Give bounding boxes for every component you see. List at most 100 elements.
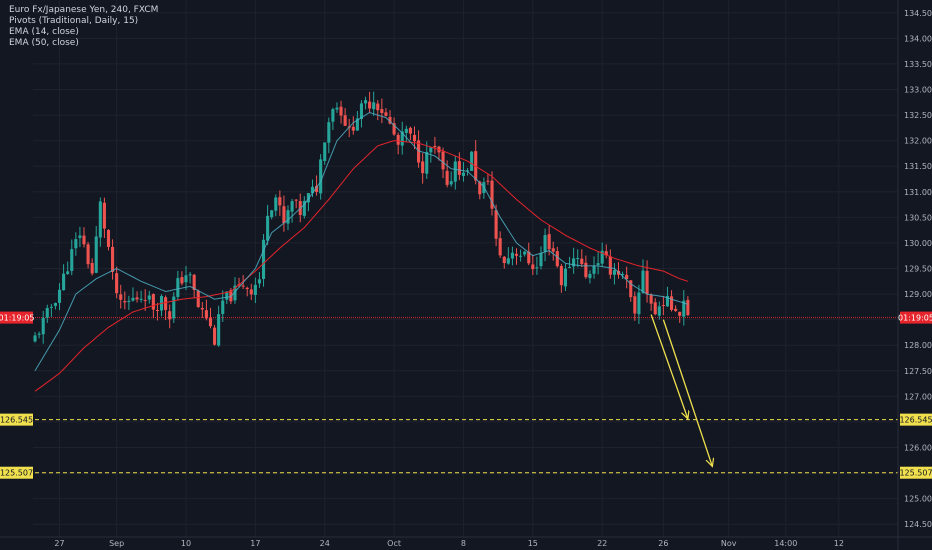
candle-body xyxy=(457,161,461,175)
projection-arrow[interactable] xyxy=(650,314,688,419)
candle-body xyxy=(306,193,310,203)
legend-ema14[interactable]: EMA (14, close) xyxy=(9,27,79,37)
candle-body xyxy=(53,302,57,306)
candle-body xyxy=(119,294,123,300)
candle xyxy=(327,117,331,154)
candle-body xyxy=(645,270,649,295)
candle-body xyxy=(502,256,506,264)
candle-body xyxy=(184,275,188,283)
legend-ema50[interactable]: EMA (50, close) xyxy=(9,38,79,48)
candle-body xyxy=(355,118,359,131)
candle xyxy=(66,261,70,275)
candle xyxy=(164,295,168,321)
candle xyxy=(588,270,592,284)
candle-layer xyxy=(33,91,690,347)
candle-body xyxy=(661,305,665,307)
candle-body xyxy=(506,258,510,264)
candle-body xyxy=(588,273,592,279)
candle xyxy=(625,266,629,289)
candle-body xyxy=(531,264,535,270)
candle xyxy=(315,175,319,196)
y-tick-label: 132.000 xyxy=(904,137,932,146)
candle xyxy=(310,179,315,198)
candle xyxy=(204,299,208,321)
candle-body xyxy=(78,235,82,238)
pivot-tag-right-bg xyxy=(900,413,932,426)
candle xyxy=(82,227,86,248)
candle-body xyxy=(555,251,559,267)
candle-body xyxy=(245,287,249,290)
candle-body xyxy=(417,140,421,163)
candle-body xyxy=(257,279,262,284)
candle xyxy=(155,302,159,321)
candle xyxy=(490,171,494,216)
pivot-tag-right-bg xyxy=(900,466,932,479)
candle-body xyxy=(339,106,343,116)
candle xyxy=(106,229,111,251)
candle-body xyxy=(674,308,678,311)
candle-body xyxy=(441,151,445,170)
candle xyxy=(572,247,576,274)
candle xyxy=(213,324,217,346)
candle xyxy=(616,262,621,279)
candle-body xyxy=(200,308,204,310)
candle-body xyxy=(604,251,608,256)
candle xyxy=(449,171,453,187)
y-tick-label: 124.500 xyxy=(904,520,932,529)
y-tick-label: 126.000 xyxy=(904,444,932,453)
candle xyxy=(453,155,457,190)
candle-body xyxy=(649,294,653,304)
candle-body xyxy=(188,274,192,276)
candle xyxy=(457,152,461,181)
candle xyxy=(286,205,290,231)
candle xyxy=(461,162,466,182)
candle-body xyxy=(115,273,119,294)
candle xyxy=(266,204,270,246)
legend-pivots[interactable]: Pivots (Traditional, Daily, 15) xyxy=(9,16,139,26)
candle xyxy=(592,256,596,279)
candle xyxy=(37,331,41,339)
candle xyxy=(135,291,139,303)
candle xyxy=(580,249,584,268)
candle-body xyxy=(686,299,690,316)
candle xyxy=(221,290,225,322)
x-tick-label: Nov xyxy=(721,539,737,548)
candle xyxy=(384,108,388,117)
candle-body xyxy=(380,109,384,113)
candle xyxy=(506,247,510,265)
candle xyxy=(86,241,90,269)
candle xyxy=(563,263,568,291)
candle xyxy=(678,311,682,323)
projection-arrow[interactable] xyxy=(662,319,712,467)
candle xyxy=(478,180,482,200)
candle xyxy=(302,196,306,219)
candle xyxy=(359,100,364,128)
x-tick-label: 15 xyxy=(528,539,538,548)
legend-title[interactable]: Euro Fx/Japanese Yen, 240, FXCM xyxy=(9,5,159,15)
candle-body xyxy=(196,290,200,308)
candle xyxy=(372,91,376,116)
candle-body xyxy=(143,300,147,302)
candle-body xyxy=(637,292,641,315)
candle-body xyxy=(86,244,90,265)
candle-body xyxy=(543,235,547,252)
candle-body xyxy=(208,318,213,327)
candle xyxy=(498,231,502,258)
candle-body xyxy=(106,230,111,247)
candle-body xyxy=(539,253,543,267)
candle xyxy=(567,256,572,269)
candle-body xyxy=(62,273,66,291)
candle-body xyxy=(37,333,41,335)
current-price-tag-left-bg xyxy=(0,311,33,324)
y-tick-label: 131.000 xyxy=(904,188,932,197)
candle-body xyxy=(633,296,637,314)
candle-body xyxy=(519,255,523,257)
candle xyxy=(94,226,98,274)
candle-body xyxy=(33,335,37,342)
candle xyxy=(519,249,523,262)
candle-body xyxy=(274,197,278,211)
candle-body xyxy=(429,147,433,153)
candle xyxy=(421,153,425,184)
candle xyxy=(245,286,249,297)
